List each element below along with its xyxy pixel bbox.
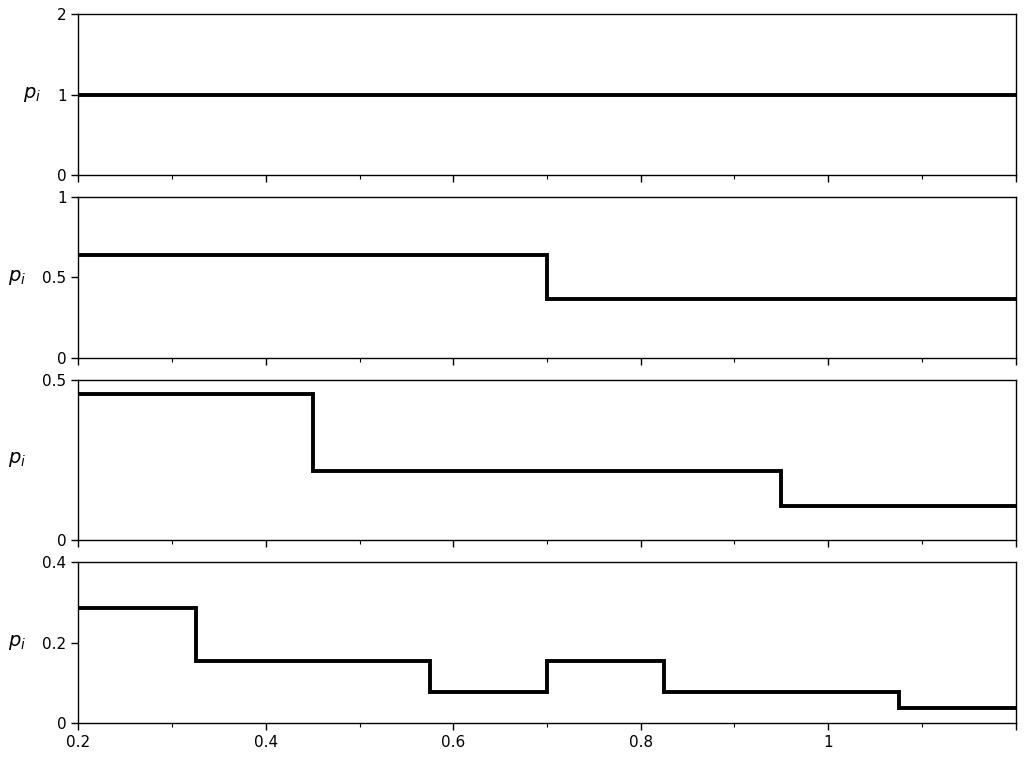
Y-axis label: $p_i$: $p_i$	[23, 85, 41, 104]
Y-axis label: $p_i$: $p_i$	[8, 450, 27, 469]
Y-axis label: $p_i$: $p_i$	[8, 633, 27, 652]
Y-axis label: $p_i$: $p_i$	[8, 268, 27, 287]
